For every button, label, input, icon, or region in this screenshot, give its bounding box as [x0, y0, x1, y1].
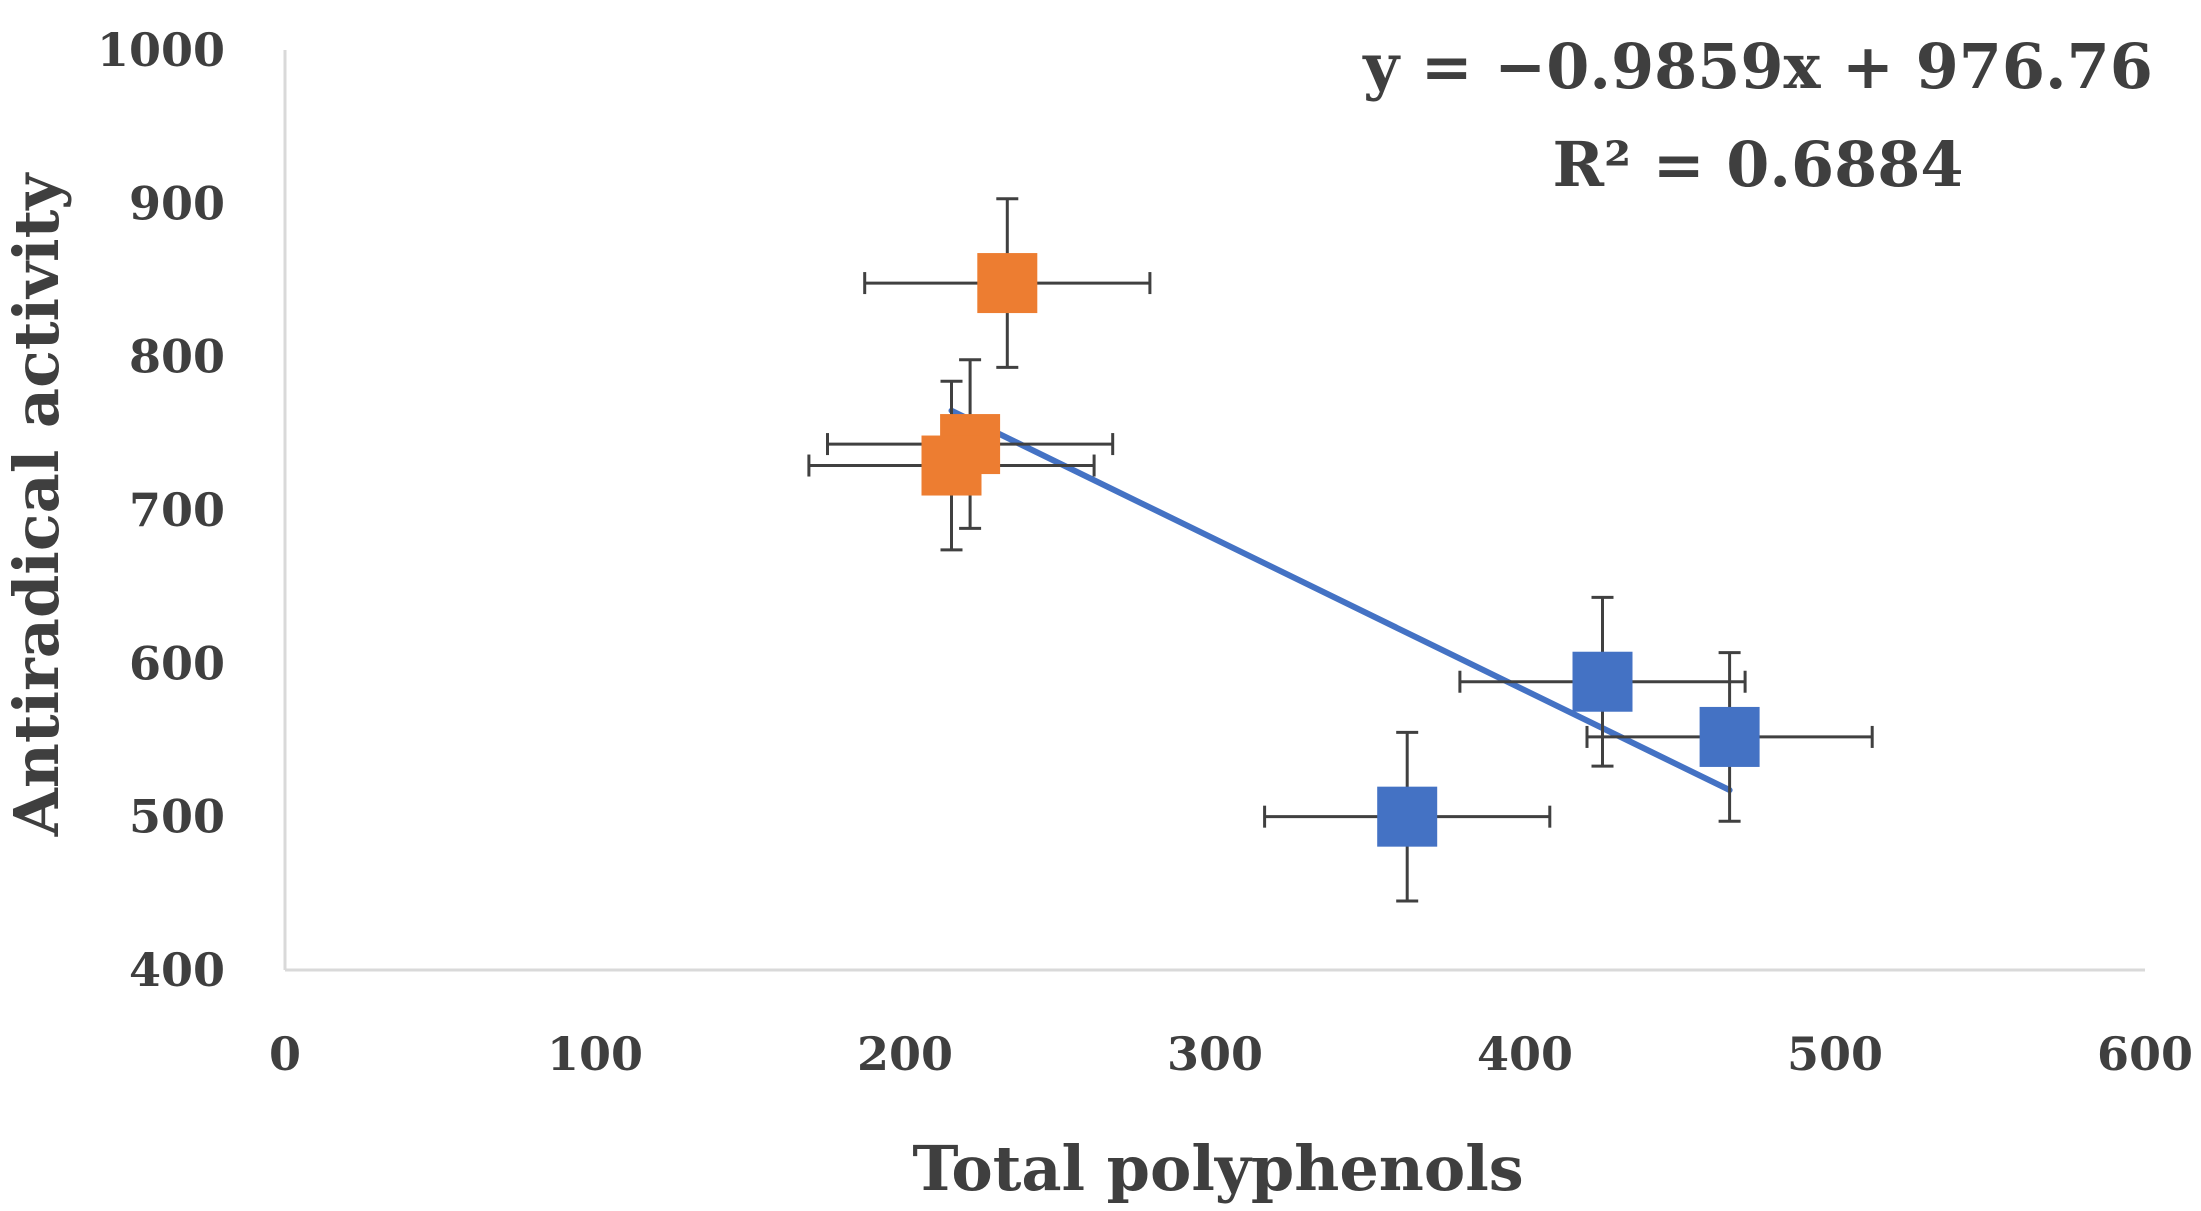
y-tick-label: 500: [129, 790, 225, 844]
trendline-equation: y = −0.9859x + 976.76: [1362, 30, 2153, 103]
data-point-orange: [921, 435, 982, 496]
y-axis-title: Antiradical activity: [0, 172, 73, 838]
trendline: [948, 407, 1733, 794]
x-tick-label: 0: [269, 1027, 301, 1081]
x-axis-title: Total polyphenols: [912, 1132, 1523, 1205]
x-tick-label: 200: [857, 1027, 953, 1081]
data-point-blue: [1377, 786, 1438, 847]
y-tick-label: 1000: [97, 23, 225, 77]
y-tick-label: 800: [129, 330, 225, 384]
y-tick-label: 700: [129, 483, 225, 537]
x-tick-label: 500: [1787, 1027, 1883, 1081]
data-point-blue: [1572, 651, 1633, 712]
y-tick-label: 600: [129, 636, 225, 690]
y-tick-label: 900: [129, 176, 225, 230]
trendline-r-squared: R² = 0.6884: [1552, 128, 1963, 201]
data-markers: [921, 253, 1760, 847]
error-bars: [807, 197, 1874, 903]
data-point-blue: [1699, 706, 1760, 767]
x-tick-labels: 0 100 200 300 400 500 600: [269, 1027, 2193, 1081]
x-tick-label: 100: [547, 1027, 643, 1081]
y-tick-labels: 400 500 600 700 800 900 1000: [97, 23, 225, 997]
data-point-orange: [977, 253, 1038, 314]
x-tick-label: 600: [2097, 1027, 2193, 1081]
y-tick-label: 400: [129, 943, 225, 997]
x-tick-label: 300: [1167, 1027, 1263, 1081]
x-tick-label: 400: [1477, 1027, 1573, 1081]
trendline-path: [948, 407, 1733, 794]
